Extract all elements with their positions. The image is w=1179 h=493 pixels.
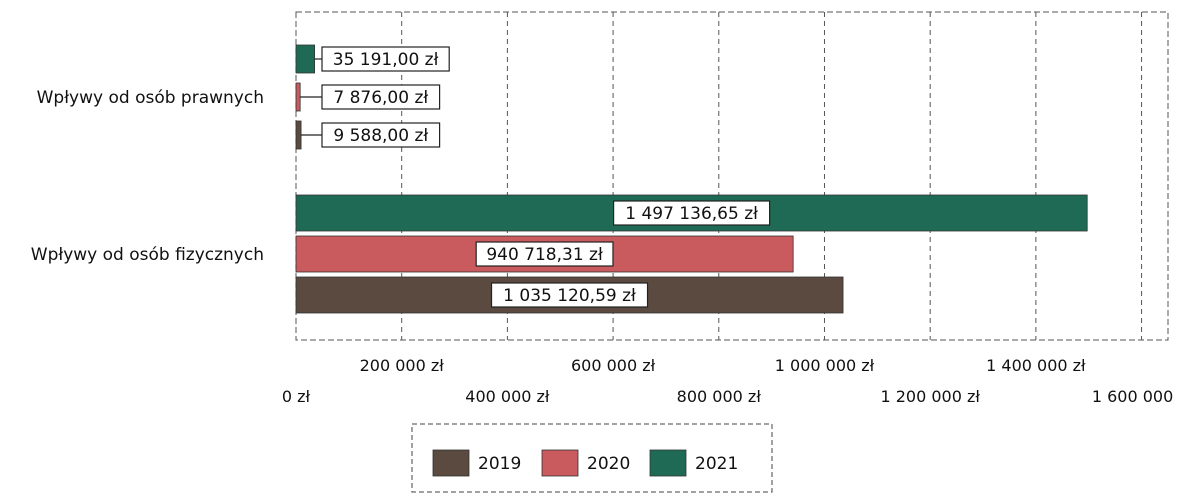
x-tick-label: 1 200 000 zł: [880, 387, 980, 406]
data-label: 940 718,31 zł: [486, 245, 603, 265]
data-label: 1 497 136,65 zł: [625, 204, 758, 224]
category-label: Wpływy od osób fizycznych: [31, 245, 264, 265]
legend-swatch-2020: [542, 450, 578, 476]
legend-swatch-2019: [433, 450, 469, 476]
legend-swatch-2021: [650, 450, 686, 476]
legend-label: 2019: [478, 454, 521, 474]
x-tick-label: 1 000 000 zł: [775, 356, 875, 375]
category-label: Wpływy od osób prawnych: [37, 88, 264, 108]
x-tick-label: 400 000 zł: [465, 387, 550, 406]
data-label: 9 588,00 zł: [333, 126, 428, 146]
bar-2020: [296, 83, 300, 111]
data-label: 35 191,00 zł: [333, 50, 439, 70]
x-tick-label: 200 000 zł: [360, 356, 445, 375]
bar-2021: [296, 45, 315, 73]
data-label: 1 035 120,59 zł: [503, 286, 636, 306]
tick-labels: 0 zł 200 000 zł 400 000 zł 600 000 zł 800 00…: [282, 356, 1179, 406]
x-tick-label: 1 600 000 zł: [1092, 387, 1179, 406]
x-tick-label: 1 400 000 zł: [986, 356, 1086, 375]
category-labels: Wpływy od osób prawnych Wpływy od osób fi…: [31, 88, 264, 265]
data-label: 7 876,00 zł: [333, 88, 428, 108]
legend: 2019 2020 2021: [412, 424, 772, 492]
bar-2019: [296, 121, 301, 149]
legend-label: 2020: [587, 454, 630, 474]
x-tick-label: 800 000 zł: [677, 387, 762, 406]
x-tick-label: 0 zł: [282, 387, 311, 406]
legend-label: 2021: [695, 454, 738, 474]
x-tick-label: 600 000 zł: [571, 356, 656, 375]
